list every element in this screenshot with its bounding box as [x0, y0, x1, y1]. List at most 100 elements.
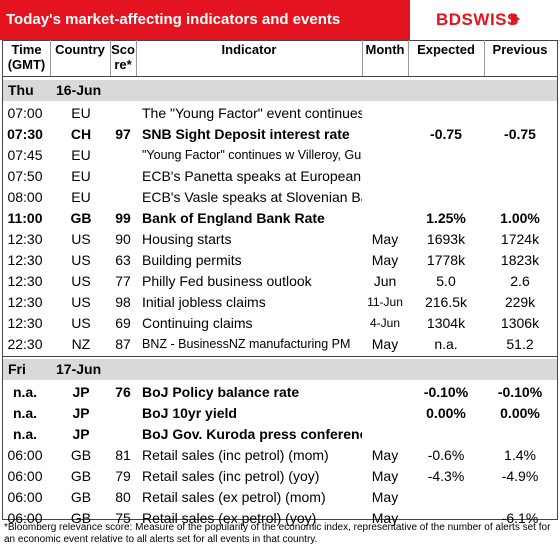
country: US — [71, 315, 91, 331]
time: 07:50 — [7, 168, 43, 184]
time: 07:30 — [7, 126, 43, 142]
time: 12:30 — [7, 294, 43, 310]
country: JP — [72, 405, 90, 421]
table-frame — [2, 40, 558, 520]
score: 63 — [115, 252, 131, 268]
column-header: Expected — [417, 42, 475, 57]
time: n.a. — [12, 426, 38, 442]
score: 98 — [115, 294, 131, 310]
expected: -4.3% — [427, 468, 465, 484]
brand-icon — [511, 13, 520, 25]
indicator: Retail sales (ex petrol) (yoy) — [142, 510, 317, 526]
time: 11:00 — [7, 210, 43, 226]
time: 12:30 — [7, 315, 43, 331]
score: 97 — [115, 126, 131, 142]
column-divider — [50, 40, 51, 76]
score: 81 — [115, 447, 131, 463]
country: EU — [71, 147, 91, 163]
score: 90 — [115, 231, 131, 247]
time: 12:30 — [7, 273, 43, 289]
month: May — [371, 468, 399, 484]
previous: 0.00% — [500, 405, 540, 421]
expected: 1304k — [426, 315, 466, 331]
country: EU — [71, 189, 91, 205]
expected: 1778k — [426, 252, 466, 268]
previous: -0.75 — [504, 126, 536, 142]
column-header: Indicator — [221, 42, 277, 57]
month: May — [371, 336, 399, 352]
expected: 0.00% — [426, 405, 466, 421]
indicator: ECB's Vasle speaks at Slovenian Banking … — [142, 189, 362, 205]
time: 06:00 — [7, 468, 43, 484]
indicator: Continuing claims — [142, 315, 253, 331]
score: 99 — [115, 210, 131, 226]
indicator: Housing starts — [142, 231, 232, 247]
column-divider — [408, 40, 409, 76]
brand-box — [410, 0, 560, 41]
day: Fri — [8, 361, 26, 377]
country: US — [71, 231, 91, 247]
time: 07:45 — [7, 147, 43, 163]
header-rule — [2, 76, 557, 77]
time: 06:00 — [7, 447, 43, 463]
month: Jun — [373, 273, 397, 289]
date: 17-Jun — [56, 361, 102, 377]
column-header: Time (GMT) — [7, 42, 46, 72]
previous: 1.00% — [500, 210, 540, 226]
indicator: Initial jobless claims — [142, 294, 266, 310]
day-band — [3, 80, 557, 101]
expected: 1693k — [426, 231, 466, 247]
time: 08:00 — [7, 189, 43, 205]
expected: -0.6% — [427, 447, 465, 463]
column-divider — [362, 40, 363, 76]
day-rule — [2, 356, 557, 357]
score: 79 — [115, 468, 131, 484]
footnote: *Bloomberg relevance score: Measure of t… — [4, 522, 551, 545]
brand: BDSWISS — [436, 10, 519, 29]
column-divider — [110, 40, 111, 76]
country: GB — [70, 468, 92, 484]
time: n.a. — [12, 384, 38, 400]
previous: -6.1% — [501, 510, 539, 526]
month: 4-Jun — [369, 316, 401, 330]
previous: -4.9% — [501, 468, 539, 484]
time: n.a. — [12, 405, 38, 421]
country: GB — [70, 210, 92, 226]
score: 80 — [115, 489, 131, 505]
country: GB — [70, 489, 92, 505]
expected: n.a. — [434, 336, 458, 352]
country: CH — [70, 126, 92, 142]
expected: -0.75 — [430, 126, 462, 142]
expected: 5.0 — [436, 273, 456, 289]
date: 16-Jun — [56, 82, 102, 98]
country: JP — [72, 384, 90, 400]
column-header: Month — [365, 42, 405, 57]
time: 06:00 — [7, 489, 43, 505]
column-divider — [484, 40, 485, 76]
previous: 1.4% — [504, 447, 536, 463]
indicator: ECB's Panetta speaks at European Payment… — [142, 168, 362, 184]
country: US — [71, 273, 91, 289]
time: 07:00 — [7, 105, 43, 121]
month: May — [371, 252, 399, 268]
score: 77 — [115, 273, 131, 289]
column-header: Previous — [492, 42, 548, 57]
expected: 1.25% — [426, 210, 466, 226]
previous: 1306k — [500, 315, 540, 331]
month: May — [371, 489, 399, 505]
month: May — [371, 231, 399, 247]
title: Today's market-affecting indicators and … — [6, 11, 341, 28]
month: 11-Jun — [367, 295, 403, 309]
country: EU — [71, 168, 91, 184]
previous: 1724k — [500, 231, 540, 247]
score: 75 — [115, 510, 131, 526]
previous: 1823k — [500, 252, 540, 268]
country: JP — [72, 426, 90, 442]
indicator: Building permits — [142, 252, 242, 268]
time: 06:00 — [7, 510, 43, 526]
expected: -0.10% — [423, 384, 469, 400]
country: GB — [70, 510, 92, 526]
indicator: SNB Sight Deposit interest rate — [142, 126, 350, 142]
indicator: The "Young Factor" event continues, now … — [142, 105, 362, 121]
